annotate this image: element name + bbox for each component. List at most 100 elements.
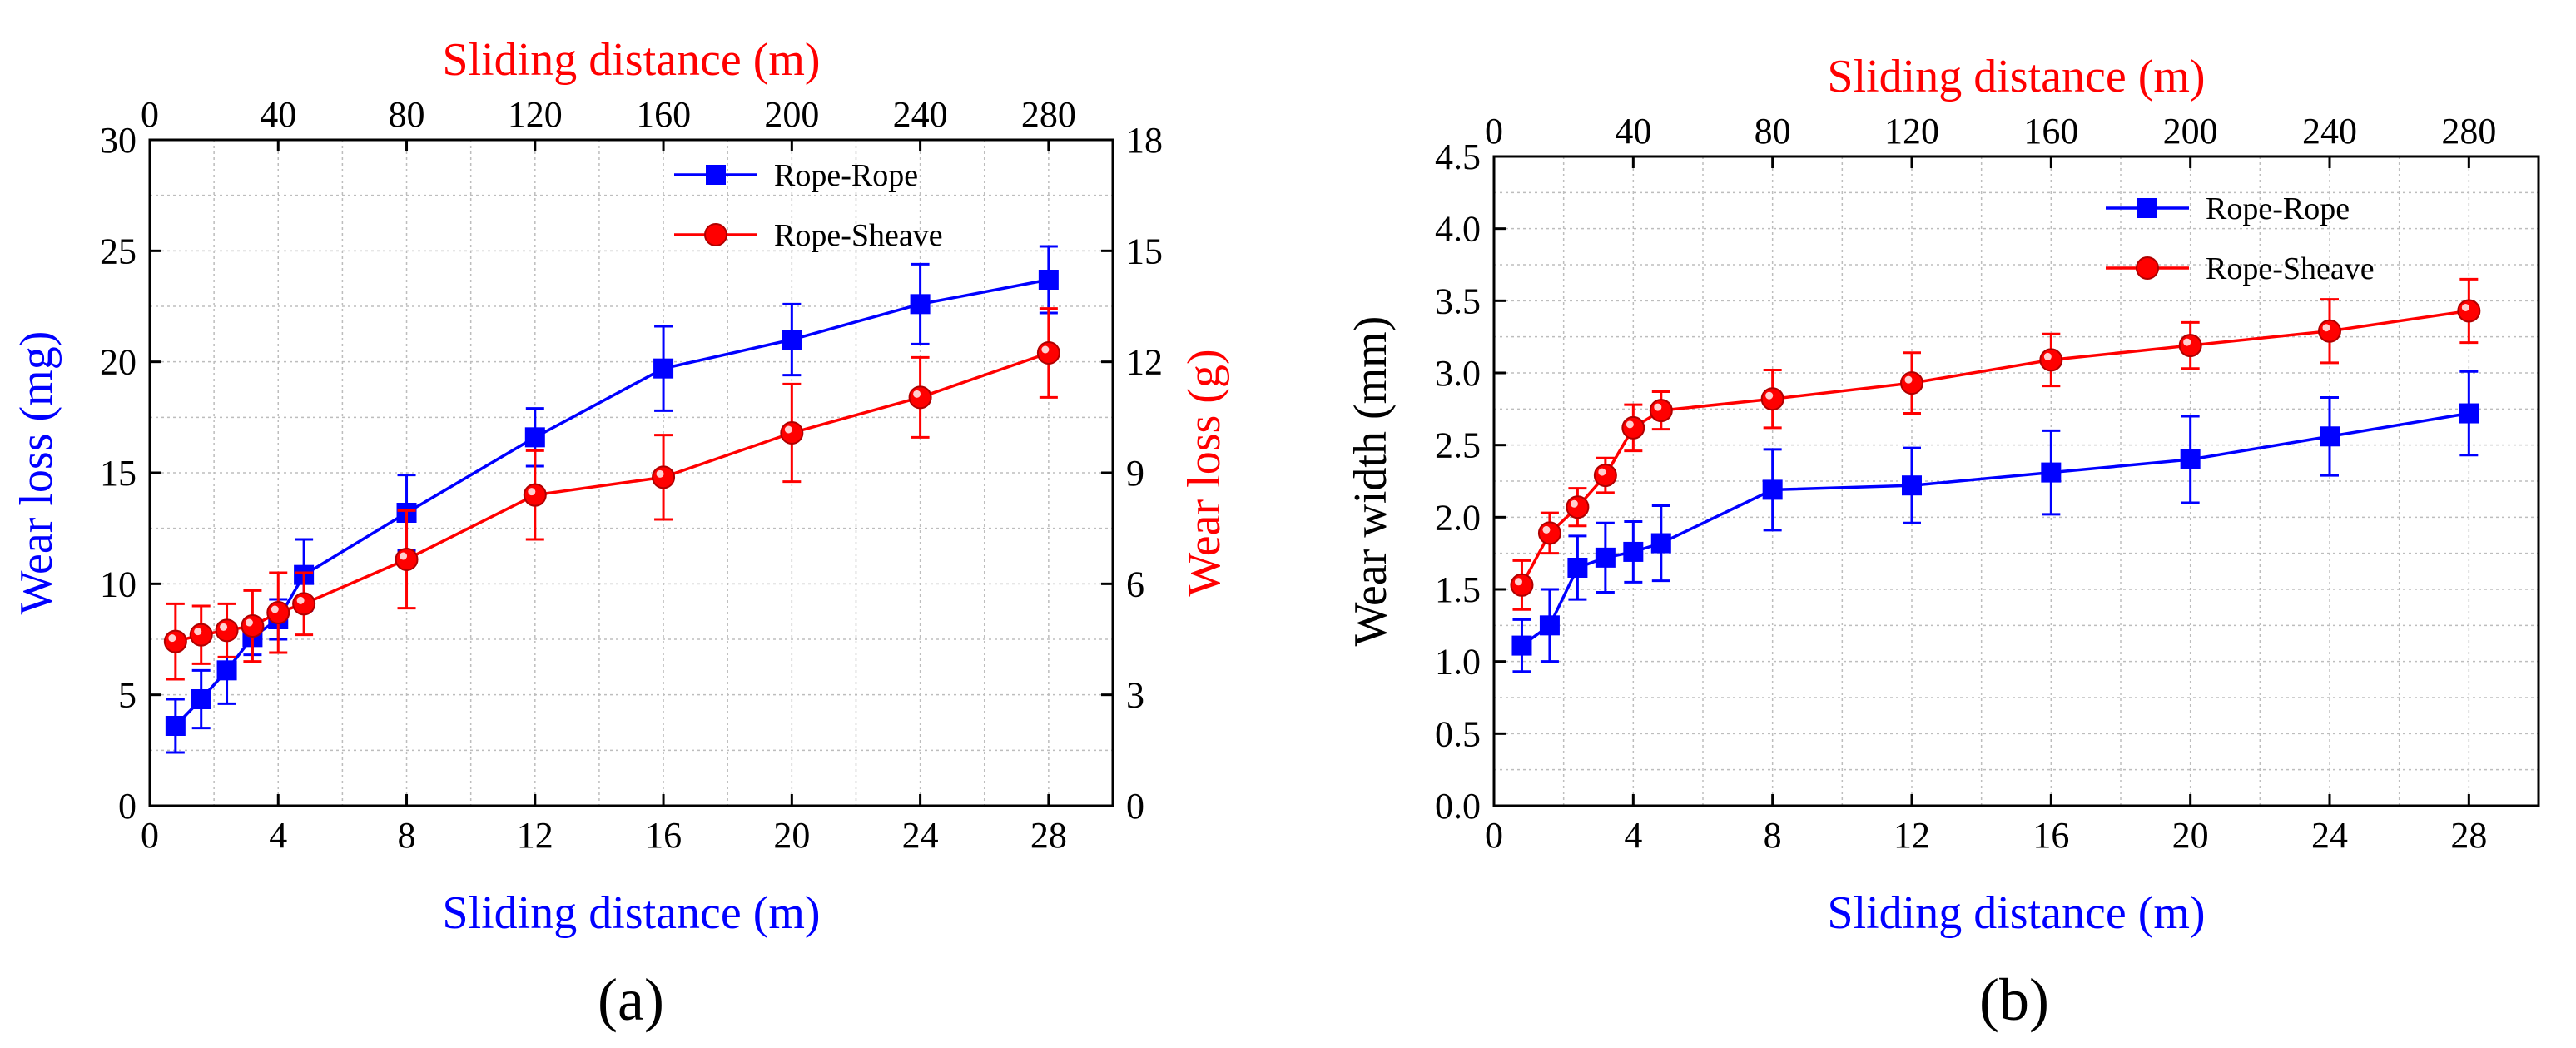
data-point-highlight bbox=[1654, 403, 1662, 411]
data-point-highlight bbox=[2183, 338, 2191, 346]
legend-marker bbox=[704, 223, 727, 246]
data-point bbox=[191, 689, 211, 709]
data-point bbox=[189, 623, 213, 647]
y-tick-label: 30 bbox=[100, 120, 136, 161]
data-point-highlight bbox=[400, 552, 408, 560]
legend-marker bbox=[706, 165, 726, 185]
data-point bbox=[1038, 270, 1059, 290]
x-top-axis-title: Sliding distance (m) bbox=[1827, 51, 2205, 102]
x-top-tick-label: 240 bbox=[893, 94, 948, 135]
x-top-tick-label: 0 bbox=[141, 94, 159, 135]
y-right-tick-label: 15 bbox=[1126, 231, 1163, 271]
data-point bbox=[1510, 573, 1534, 597]
x-top-axis-title: Sliding distance (m) bbox=[442, 34, 820, 86]
x-tick-label: 24 bbox=[902, 815, 939, 856]
data-point-highlight bbox=[1765, 391, 1774, 400]
y-axis-right: 0 3 6 9 12 15 18 Wear loss (g) bbox=[1101, 120, 1230, 827]
data-point bbox=[524, 427, 545, 448]
y-right-tick-label: 0 bbox=[1126, 786, 1144, 827]
data-point bbox=[1760, 387, 1784, 411]
legend-label: Rope-Rope bbox=[2206, 191, 2350, 226]
data-point bbox=[2457, 299, 2481, 323]
x-axis-bottom: 0 4 8 12 16 20 24 28 bbox=[141, 794, 1067, 856]
x-top-tick-label: 120 bbox=[508, 94, 563, 135]
y-axis-title: Wear width (mm) bbox=[1345, 316, 1397, 647]
x-tick-label: 20 bbox=[2172, 815, 2209, 856]
data-point bbox=[1595, 547, 1616, 568]
data-point-highlight bbox=[194, 628, 202, 636]
y-right-tick-label: 3 bbox=[1126, 675, 1144, 716]
data-point-highlight bbox=[1514, 578, 1522, 586]
y-tick-label: 5 bbox=[118, 675, 136, 716]
x-top-tick-label: 40 bbox=[1615, 111, 1651, 151]
series-rope-sheave bbox=[163, 307, 1060, 681]
data-point bbox=[395, 548, 419, 571]
x-axis-top: 0 40 80 120 160 200 240 280 bbox=[1485, 111, 2496, 168]
y-tick-label: 4.5 bbox=[1435, 137, 1481, 177]
data-point bbox=[1900, 371, 1923, 395]
data-point-highlight bbox=[1542, 525, 1551, 534]
y-right-tick-label: 12 bbox=[1126, 342, 1163, 383]
y-tick-label: 10 bbox=[100, 564, 136, 604]
data-point bbox=[163, 629, 187, 653]
data-point bbox=[1762, 479, 1783, 500]
data-point bbox=[2039, 348, 2063, 372]
y-axis-left: 0 5 10 15 20 25 30 bbox=[100, 120, 161, 827]
x-tick-label: 24 bbox=[2311, 815, 2348, 856]
y-tick-label: 25 bbox=[100, 231, 136, 271]
data-point-highlight bbox=[528, 488, 536, 496]
legend-label: Rope-Sheave bbox=[2206, 251, 2375, 286]
data-point bbox=[2180, 449, 2201, 469]
x-tick-label: 28 bbox=[2450, 815, 2487, 856]
y-tick-label: 3.5 bbox=[1435, 281, 1481, 321]
data-point bbox=[1649, 399, 1673, 423]
data-point bbox=[216, 660, 237, 681]
y-right-tick-label: 18 bbox=[1126, 120, 1163, 161]
data-point bbox=[523, 483, 547, 507]
y-right-axis-title: Wear loss (g) bbox=[1179, 349, 1230, 596]
data-point bbox=[2320, 426, 2340, 447]
data-point-highlight bbox=[913, 390, 921, 398]
x-axis-top: 0 40 80 120 160 200 240 280 bbox=[141, 94, 1076, 151]
x-top-tick-label: 200 bbox=[764, 94, 819, 135]
x-top-tick-label: 280 bbox=[2441, 111, 2496, 151]
x-top-tick-label: 80 bbox=[389, 94, 425, 135]
x-tick-label: 20 bbox=[773, 815, 810, 856]
x-top-tick-label: 160 bbox=[636, 94, 691, 135]
data-point-highlight bbox=[2461, 303, 2469, 311]
data-point bbox=[1650, 533, 1671, 554]
data-point-highlight bbox=[1626, 420, 1634, 429]
y-tick-label: 0 bbox=[118, 786, 136, 827]
y-tick-label: 4.0 bbox=[1435, 209, 1481, 250]
legend-marker bbox=[2137, 198, 2157, 218]
legend-label: Rope-Sheave bbox=[774, 218, 943, 253]
chart-panel-a: 0 4 8 12 16 20 24 280 40 80 120 160 200 240 2800510152… bbox=[11, 34, 1230, 1033]
y-axis-left: 0.0 0.5 1.0 1.5 2.0 2.5 3.0 3.5 4.0 4.5 bbox=[1435, 137, 1506, 827]
chart-panel-b: 0 4 8 12 16 20 24 280 40 80 120 160 200 240 2800.00.51… bbox=[1345, 51, 2540, 1033]
data-point bbox=[908, 385, 932, 410]
x-tick-label: 28 bbox=[1030, 815, 1067, 856]
x-top-tick-label: 200 bbox=[2163, 111, 2218, 151]
x-tick-label: 4 bbox=[1624, 815, 1642, 856]
data-point bbox=[653, 358, 674, 379]
data-point bbox=[1566, 495, 1590, 519]
data-point-highlight bbox=[656, 469, 664, 478]
y-tick-label: 3.0 bbox=[1435, 353, 1481, 394]
data-point bbox=[2041, 462, 2062, 483]
panel-label: (b) bbox=[1979, 966, 2049, 1033]
x-tick-label: 12 bbox=[1894, 815, 1930, 856]
y-right-tick-label: 6 bbox=[1126, 564, 1144, 604]
data-point-highlight bbox=[2322, 324, 2330, 332]
data-point-highlight bbox=[1598, 468, 1606, 476]
x-tick-label: 16 bbox=[2033, 815, 2069, 856]
x-top-tick-label: 280 bbox=[1021, 94, 1076, 135]
x-tick-label: 16 bbox=[645, 815, 682, 856]
x-axis-title: Sliding distance (m) bbox=[1827, 887, 2205, 939]
data-point-highlight bbox=[168, 634, 176, 643]
y-tick-label: 1.5 bbox=[1435, 569, 1481, 610]
x-tick-label: 8 bbox=[398, 815, 416, 856]
data-point bbox=[1537, 521, 1561, 545]
y-tick-label: 1.0 bbox=[1435, 642, 1481, 683]
x-top-tick-label: 240 bbox=[2302, 111, 2357, 151]
